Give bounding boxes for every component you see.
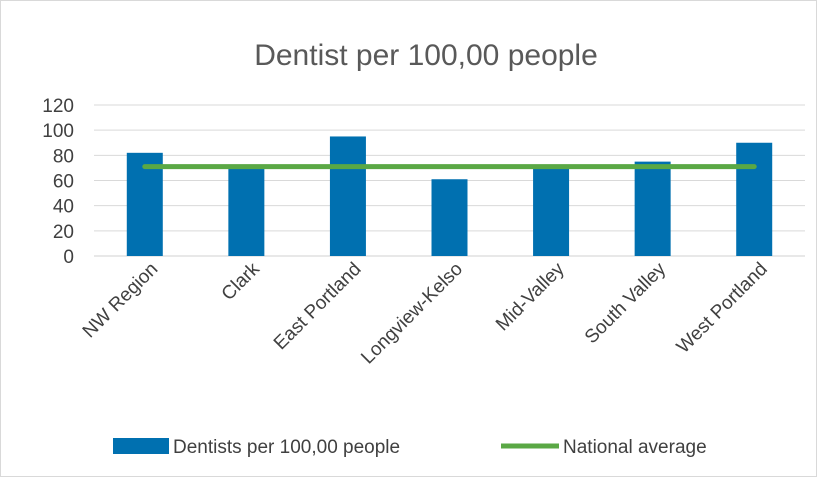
bar [634, 161, 671, 256]
legend-label-bar: Dentists per 100,00 people [173, 437, 400, 458]
bar [329, 136, 366, 256]
x-tick-label: Mid-Valley [492, 258, 569, 335]
legend: Dentists per 100,00 people National avera… [113, 437, 707, 458]
x-tick-label: Longview-Kelso [357, 259, 467, 369]
bar [126, 152, 163, 256]
bar [228, 166, 265, 256]
x-tick-label: West Portland [673, 259, 772, 358]
x-tick-label: East Portland [270, 259, 366, 355]
x-axis-tick-labels: NW Region Clark East PortlandLongview-Kels… [79, 258, 772, 368]
y-tick-label: 100 [42, 121, 74, 142]
x-tick-label: Clark [218, 258, 265, 305]
y-tick-label: 60 [53, 172, 74, 193]
legend-swatch-bar [113, 438, 169, 454]
y-tick-label: 0 [63, 247, 74, 268]
x-tick-label: NW Region [79, 259, 163, 343]
bar [736, 142, 773, 256]
bar [533, 166, 570, 256]
y-tick-label: 40 [53, 197, 74, 218]
y-tick-label: 20 [53, 222, 74, 243]
y-tick-label: 120 [42, 96, 74, 117]
y-tick-label: 80 [53, 146, 74, 167]
x-tick-label: South Valley [581, 258, 671, 348]
bar [431, 179, 468, 256]
y-axis-tick-labels: 0 20 40 60 80 100 120 [42, 96, 74, 268]
bar-series [126, 136, 773, 256]
legend-label-line: National average [563, 437, 707, 458]
chart-title: Dentist per 100,00 people [254, 39, 598, 72]
